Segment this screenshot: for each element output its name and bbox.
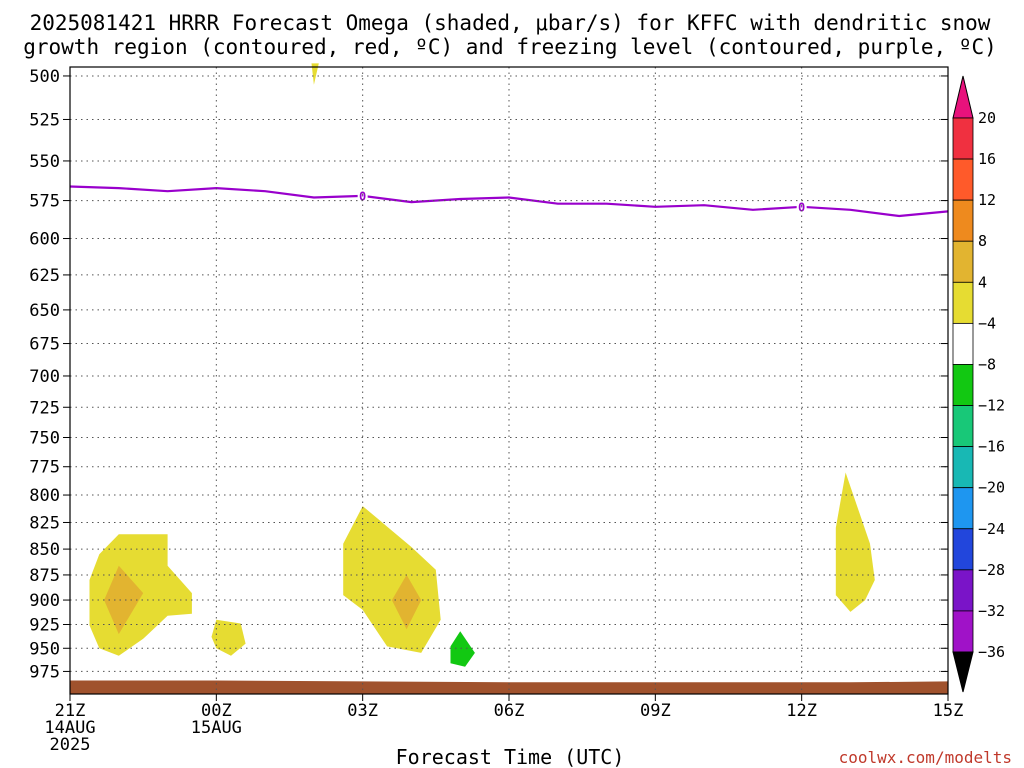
colorbar-band xyxy=(952,446,974,489)
colorbar-label: 8 xyxy=(978,232,987,250)
x-axis-title: Forecast Time (UTC) xyxy=(396,745,625,768)
colorbar-label: −12 xyxy=(978,397,1005,415)
y-tick-label: 600 xyxy=(29,230,60,250)
y-tick-label: 875 xyxy=(29,566,60,586)
credit-text: coolwx.com/modelts xyxy=(839,748,1012,767)
y-tick-label: 925 xyxy=(29,615,60,635)
freezing-level-label: 0 xyxy=(359,189,366,203)
x-tick-label: 03Z xyxy=(347,701,378,721)
colorbar-band xyxy=(952,569,974,612)
upward-motion-area-3 xyxy=(343,506,441,653)
x-tick-label: 15AUG xyxy=(191,718,242,738)
upward-motion-area-3-core xyxy=(391,574,422,630)
y-tick-label: 700 xyxy=(29,367,60,387)
freezing-level-label-bg xyxy=(796,198,807,214)
colorbar-label: −4 xyxy=(978,314,996,332)
colorbar-label: −32 xyxy=(978,602,1005,620)
y-tick-label: 775 xyxy=(29,458,60,478)
ground-surface xyxy=(70,680,948,694)
colorbar-band xyxy=(952,240,974,283)
colorbar-label: −36 xyxy=(978,643,1005,661)
x-tick-label: 15Z xyxy=(933,701,964,721)
axes: 500 525 550 575 600 625 650 675 700 725 750 775 800 8… xyxy=(29,66,964,755)
x-tick-label: 21Z xyxy=(55,701,86,721)
colorbar-label: −28 xyxy=(978,561,1005,579)
y-tick-label: 575 xyxy=(29,192,60,212)
colorbar: 20 16 12 8 4 −4 −8 −12 −16 −20 −24 −28 −32 −36 xyxy=(952,75,1005,693)
x-tick-label: 12Z xyxy=(786,701,817,721)
chart-title-line1: 2025081421 HRRR Forecast Omega (shaded, … xyxy=(30,11,991,35)
colorbar-band xyxy=(952,610,974,653)
y-tick-label: 950 xyxy=(29,639,60,659)
downward-motion-area-1 xyxy=(450,631,475,667)
colorbar-bottom-arrow xyxy=(952,651,974,693)
upward-motion-area-1-core xyxy=(104,565,144,635)
colorbar-band xyxy=(952,405,974,448)
y-tick-label: 725 xyxy=(29,398,60,418)
y-tick-label: 550 xyxy=(29,152,60,172)
colorbar-band xyxy=(952,364,974,406)
upward-motion-area-5 xyxy=(311,63,319,85)
colorbar-label: 16 xyxy=(978,150,996,168)
y-tick-label: 525 xyxy=(29,110,60,130)
plot-area: 00 xyxy=(69,63,949,694)
colorbar-label: 4 xyxy=(978,273,987,291)
freezing-level-label: 0 xyxy=(798,200,805,214)
y-tick-label: 825 xyxy=(29,513,60,533)
y-tick-label: 800 xyxy=(29,486,60,506)
y-tick-label: 850 xyxy=(29,540,60,560)
colorbar-label: −8 xyxy=(978,355,996,373)
colorbar-band xyxy=(952,528,974,571)
upward-motion-area-4 xyxy=(835,472,875,612)
colorbar-label: 12 xyxy=(978,191,996,209)
colorbar-top-arrow xyxy=(952,75,974,119)
colorbar-band xyxy=(952,199,974,242)
colorbar-band xyxy=(952,487,974,530)
freezing-level-contour xyxy=(69,185,949,218)
y-tick-label: 975 xyxy=(29,662,60,682)
colorbar-label: −20 xyxy=(978,479,1005,497)
y-tick-label: 750 xyxy=(29,428,60,448)
colorbar-label: 20 xyxy=(978,109,996,127)
colorbar-label: −24 xyxy=(978,520,1005,538)
x-tick-label: 00Z xyxy=(201,701,232,721)
chart-title-line2: growth region (contoured, red, ºC) and f… xyxy=(23,35,997,59)
x-tick-label: 09Z xyxy=(640,701,671,721)
x-tick-label: 14AUG xyxy=(44,718,95,738)
colorbar-band xyxy=(952,117,974,160)
y-tick-label: 650 xyxy=(29,301,60,321)
freezing-level-label-bg xyxy=(357,187,368,203)
y-tick-label: 675 xyxy=(29,335,60,355)
y-tick-label: 900 xyxy=(29,591,60,611)
colorbar-band xyxy=(952,158,974,201)
x-tick-label: 06Z xyxy=(494,701,525,721)
colorbar-label: −16 xyxy=(978,438,1005,456)
colorbar-band xyxy=(952,281,974,324)
upward-motion-area-2 xyxy=(211,619,246,656)
colorbar-band xyxy=(952,322,974,365)
x-tick-label: 2025 xyxy=(50,735,91,755)
y-tick-label: 625 xyxy=(29,266,60,286)
y-tick-label: 500 xyxy=(29,67,60,87)
